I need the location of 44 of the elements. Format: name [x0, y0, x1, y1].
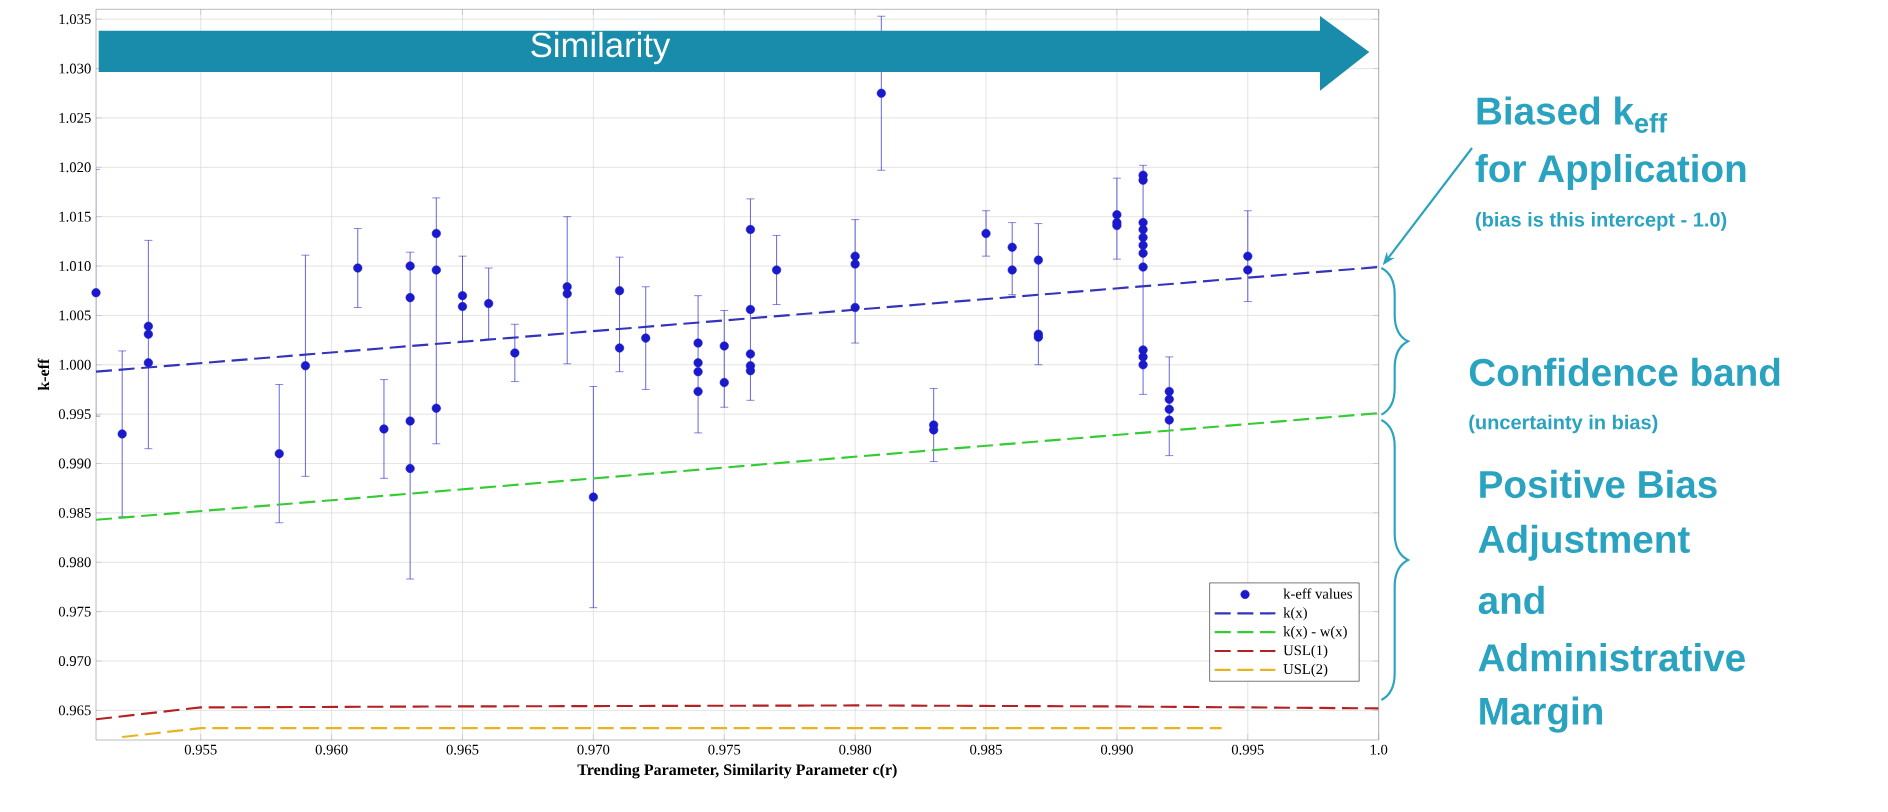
y-tick-label: 1.025: [59, 112, 91, 123]
y-tick-label: 1.005: [59, 310, 91, 321]
text: and: [1478, 585, 1544, 615]
x-tick-label: 0.965: [446, 744, 479, 755]
x-tick-label: 0.980: [839, 744, 872, 755]
y-tick-label: 1.010: [59, 261, 91, 272]
x-axis-title: Trending Parameter, Similarity Parameter c(r): [577, 763, 897, 779]
text: Administrative: [1478, 643, 1745, 672]
legend-label: k(x) - w(x): [1283, 626, 1347, 640]
x-tick-label: 0.960: [315, 744, 348, 755]
text: Positive Bias: [1480, 469, 1717, 499]
x-tick-label: 0.975: [708, 744, 741, 755]
text: Margin: [1480, 696, 1602, 733]
y-axis-title: k-eff: [37, 358, 50, 391]
y-tick-label: 0.995: [58, 409, 91, 420]
y-tick-label: 0.990: [58, 458, 91, 469]
x-tick-label: 0.970: [577, 744, 610, 755]
text: (bias is this intercept - 1.0): [1475, 212, 1727, 231]
text: for Application: [1475, 153, 1746, 191]
x-tick-label: 0.995: [1231, 744, 1264, 755]
annotation: Similarity: [531, 31, 671, 65]
x-tick-label: 0.990: [1100, 744, 1133, 755]
x-tick-label: 1.0: [1370, 744, 1388, 755]
y-tick-label: 0.975: [58, 606, 91, 617]
legend-label: k-eff values: [1283, 588, 1352, 599]
y-tick-label: 0.980: [58, 557, 91, 568]
y-tick-label: 1.035: [59, 14, 91, 25]
text: Adjustment: [1478, 524, 1690, 561]
text: Confidence band: [1469, 357, 1780, 387]
legend-label: k(x): [1283, 607, 1307, 621]
y-tick-label: 0.965: [58, 705, 91, 716]
y-tick-label: 1.020: [59, 162, 91, 173]
y-tick-label: 1.015: [59, 211, 91, 222]
text: (uncertainty in bias): [1469, 414, 1658, 434]
x-tick-label: 0.955: [184, 744, 217, 755]
y-tick-label: 0.970: [58, 656, 91, 666]
y-tick-label: 0.985: [58, 507, 91, 518]
y-tick-label: 1.030: [59, 63, 91, 74]
y-tick-label: 1.000: [59, 359, 91, 370]
legend-label: USL(2): [1283, 663, 1328, 678]
x-tick-label: 0.985: [970, 744, 1002, 755]
line-series: [96, 704, 1379, 721]
legend-label: USL(1): [1283, 644, 1328, 659]
text: Biased k$_{eff}$: [1477, 96, 1668, 133]
